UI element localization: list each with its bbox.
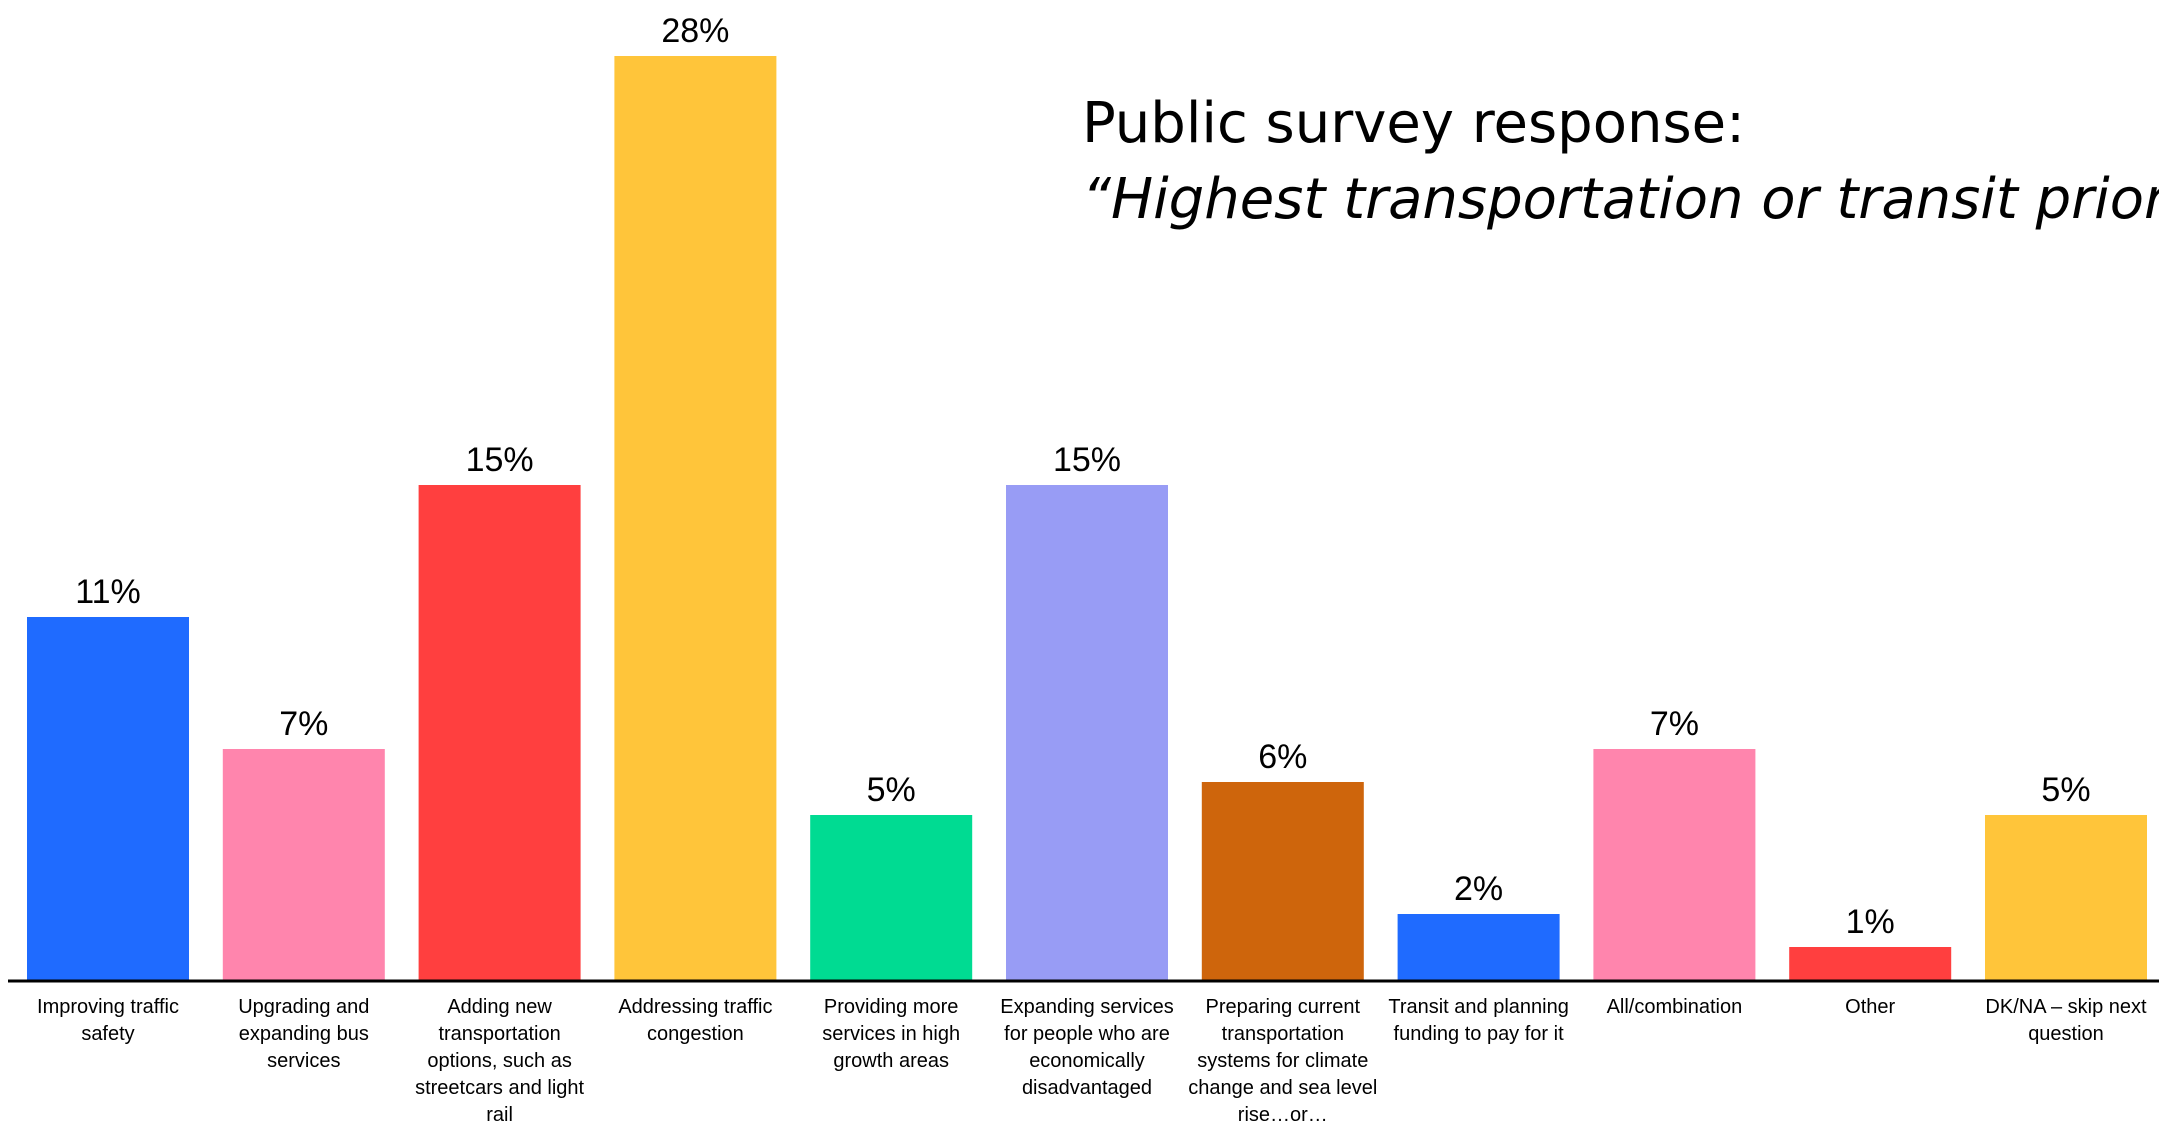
category-tick-label: Expanding services for people who are ec… xyxy=(1000,996,1174,1099)
category-tick-label: Other xyxy=(1845,996,1896,1018)
bar xyxy=(810,815,973,980)
bar xyxy=(418,485,581,980)
category-tick-label: Adding new transportation options, such … xyxy=(415,996,585,1126)
bar xyxy=(1985,815,2147,980)
category-tick-label: Preparing current transportation systems… xyxy=(1188,996,1378,1126)
bar xyxy=(614,56,777,980)
bar xyxy=(27,617,189,980)
category-tick-label: DK/NA – skip next question xyxy=(1985,996,2147,1045)
bar-value-label: 5% xyxy=(867,771,916,809)
bar xyxy=(1006,485,1168,980)
category-tick-label: Providing more services in high growth a… xyxy=(822,996,961,1072)
bar xyxy=(222,749,385,980)
bar-value-label: 15% xyxy=(466,441,534,479)
bar-value-label: 11% xyxy=(75,573,141,611)
bar-value-label: 7% xyxy=(1650,705,1699,743)
category-tick-label: Transit and planning funding to pay for … xyxy=(1388,996,1569,1045)
bar-value-label: 2% xyxy=(1454,870,1503,908)
category-tick-label: All/combination xyxy=(1606,996,1743,1018)
bars-group xyxy=(27,56,2147,980)
bar xyxy=(1789,947,1952,980)
category-tick-label: Upgrading and expanding bus services xyxy=(238,996,370,1072)
category-tick-label: Addressing traffic congestion xyxy=(618,996,773,1045)
bar xyxy=(1397,914,1560,980)
category-tick-label: Improving traffic safety xyxy=(37,996,179,1045)
chart-subtitle: “Highest transportation or transit prior… xyxy=(1082,167,2159,232)
bar xyxy=(1593,749,1756,980)
chart-title-main: Public survey response: xyxy=(1082,91,1745,156)
bar-value-label: 1% xyxy=(1846,903,1895,941)
bar-value-label: 15% xyxy=(1053,441,1121,479)
bar-value-label: 7% xyxy=(279,705,328,743)
bar-value-label: 28% xyxy=(661,12,729,50)
chart-title: Public survey response: “Highest transpo… xyxy=(1082,86,2159,238)
bar-value-label: 6% xyxy=(1258,738,1307,776)
bar-value-label: 5% xyxy=(2041,771,2090,809)
bar xyxy=(1201,782,1364,980)
value-labels-group: 11% 7% 15% 28% 5% 15% 6% 2% 7% 1% 5% xyxy=(75,12,2090,941)
